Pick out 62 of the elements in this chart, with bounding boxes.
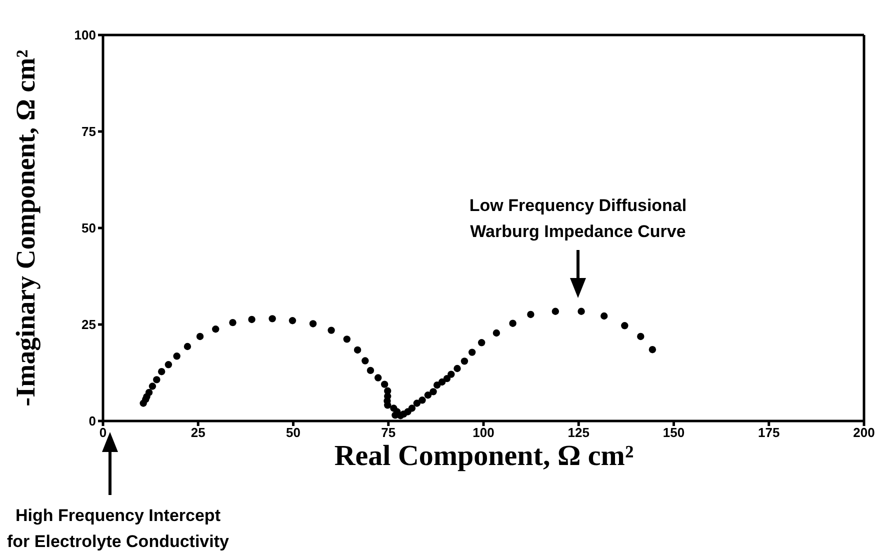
point (268, 315, 276, 322)
x-tick-label: 175 (758, 425, 780, 440)
point (418, 396, 426, 404)
point (354, 346, 362, 354)
point (600, 312, 608, 320)
point (362, 357, 369, 364)
point (366, 366, 374, 374)
point (424, 392, 432, 399)
y-tick-label: 50 (82, 220, 96, 236)
point (448, 370, 455, 378)
point (527, 310, 534, 318)
point (454, 364, 461, 372)
point (374, 374, 382, 382)
point (413, 400, 421, 407)
point (153, 376, 160, 384)
point (621, 322, 628, 330)
x-tick-label: 25 (190, 425, 206, 440)
point (212, 326, 220, 333)
y-tick-label: 25 (82, 317, 96, 332)
point (196, 332, 204, 340)
point (384, 402, 392, 409)
point (184, 342, 192, 350)
point (408, 404, 416, 412)
point (648, 346, 656, 354)
point (492, 329, 500, 337)
y-tick-label: 0 (88, 414, 96, 429)
x-tick-label: 200 (853, 425, 875, 440)
point (430, 388, 437, 396)
point (309, 320, 317, 328)
point (433, 382, 441, 389)
x-tick-label: 125 (568, 425, 590, 440)
point (145, 388, 153, 396)
point (158, 368, 166, 376)
point (552, 308, 560, 315)
x-tick-label: 150 (662, 425, 685, 440)
point (229, 318, 236, 326)
y-tick-label: 100 (74, 28, 96, 43)
y-tick-label: 75 (82, 124, 96, 140)
point (164, 361, 172, 368)
x-tick-label: 75 (381, 425, 396, 440)
point (509, 320, 516, 327)
point (173, 352, 180, 360)
point (148, 382, 156, 390)
y-axis-title: -Imaginary Component, Ω cm² (10, 50, 42, 406)
x-axis-title: Real Component, Ω cm² (334, 440, 634, 473)
point (478, 339, 486, 346)
point (248, 316, 256, 324)
x-tick-label: 0 (99, 425, 107, 440)
text: High Frequency Intercept for Electrolyte Conductivity (6, 505, 230, 553)
point (343, 336, 350, 343)
point (468, 348, 476, 356)
x-tick-label: 50 (286, 425, 300, 440)
annotation: Low Frequency Diffusional Warburg Impedance Curve (468, 195, 688, 243)
point (637, 332, 644, 340)
point (380, 380, 388, 388)
point (443, 374, 451, 382)
x-tick-label: 100 (472, 425, 494, 440)
point (438, 378, 446, 386)
point (328, 326, 335, 334)
point (288, 317, 296, 324)
point (578, 308, 585, 315)
point (460, 358, 468, 365)
